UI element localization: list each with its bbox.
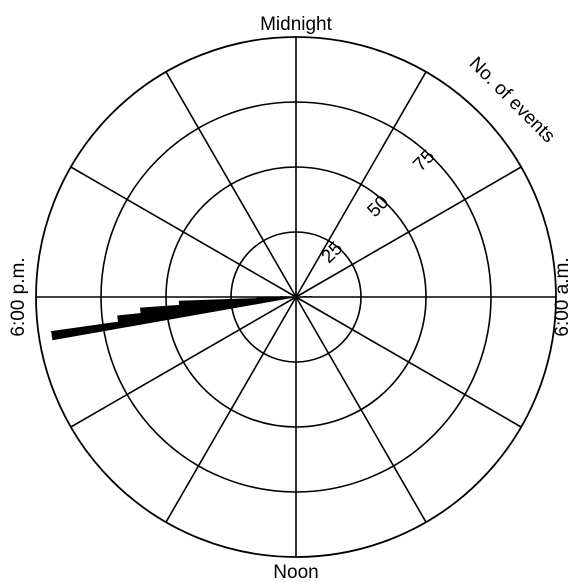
label-top: Midnight (260, 14, 333, 35)
radial-axis-label: No. of events (465, 53, 559, 147)
bar (51, 296, 297, 341)
label-right: 6:00 a.m. (552, 257, 573, 336)
polar-grid (35, 36, 557, 558)
label-bottom: Noon (273, 562, 318, 582)
bars-layer (51, 295, 312, 341)
bar (280, 296, 297, 298)
ring-25 (230, 231, 362, 363)
radial-tick-label: 50 (364, 192, 394, 222)
outer-ring (35, 36, 557, 558)
radial-tick-label: 25 (318, 238, 348, 268)
radial-tick-label: 75 (409, 146, 439, 176)
bar (117, 296, 297, 323)
bar (256, 296, 297, 299)
ring-50 (165, 166, 427, 428)
bar (295, 296, 312, 298)
bar (178, 296, 297, 306)
bar (140, 296, 297, 314)
ring-75 (100, 101, 492, 493)
label-left: 6:00 p.m. (8, 257, 29, 336)
